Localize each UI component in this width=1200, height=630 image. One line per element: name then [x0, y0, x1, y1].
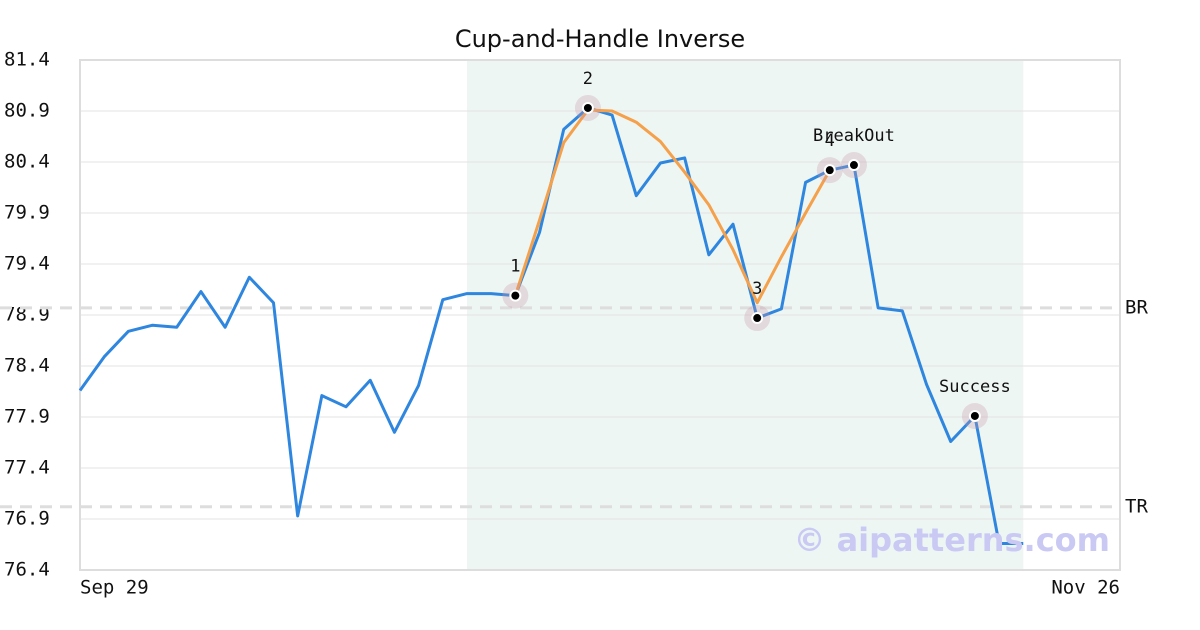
y-tick-label: 80.4 — [4, 151, 50, 173]
y-tick-label: 76.4 — [4, 559, 50, 581]
annotation-point — [509, 289, 522, 302]
watermark: © aipatterns.com — [793, 521, 1110, 559]
y-tick-label: 78.4 — [4, 355, 50, 377]
y-tick-label: 76.9 — [4, 508, 50, 530]
annotation-label: 2 — [583, 69, 593, 89]
annotation-point — [751, 312, 764, 325]
annotation-point — [968, 409, 981, 422]
y-tick-label: 81.4 — [4, 49, 50, 71]
y-tick-label: 80.9 — [4, 100, 50, 122]
x-tick-label: Nov 26 — [1051, 577, 1120, 599]
y-tick-label: 77.9 — [4, 406, 50, 428]
series-line — [513, 108, 832, 305]
y-tick-label: 79.4 — [4, 253, 50, 275]
annotation-label: 1 — [510, 257, 520, 277]
annotation-label: 3 — [752, 279, 762, 299]
annotation-point — [581, 101, 594, 114]
reference-label: BR — [1125, 296, 1148, 318]
y-tick-label: 77.4 — [4, 457, 50, 479]
y-tick-label: 79.9 — [4, 202, 50, 224]
annotation-label: 4 — [825, 131, 835, 151]
annotation-label: BreakOut — [813, 126, 895, 146]
reference-label: TR — [1125, 495, 1148, 517]
annotation-point — [847, 159, 860, 172]
plot-border — [79, 59, 1121, 571]
x-tick-label: Sep 29 — [80, 577, 149, 599]
y-tick-label: 78.9 — [4, 304, 50, 326]
chart-title: Cup-and-Handle Inverse — [455, 25, 745, 53]
annotation-point — [823, 164, 836, 177]
annotation-label: Success — [939, 377, 1011, 397]
